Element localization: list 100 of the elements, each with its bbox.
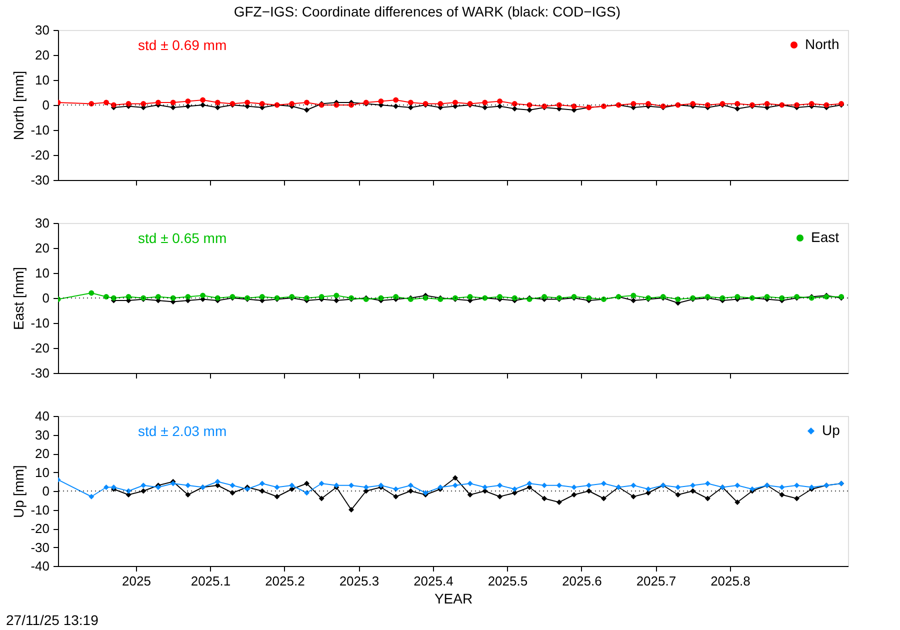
x-tick-label: 2025.2 — [265, 574, 305, 588]
point — [512, 101, 518, 106]
point — [467, 294, 473, 300]
point — [734, 294, 740, 300]
chart-title: GFZ−IGS: Coordinate differences of WARK (black: COD−IGS) — [234, 4, 621, 20]
point — [185, 294, 191, 300]
point — [230, 490, 236, 496]
point — [630, 482, 636, 488]
point — [408, 104, 414, 110]
point — [482, 104, 488, 110]
point — [170, 100, 176, 106]
y-tick-label: -20 — [30, 148, 50, 162]
point — [259, 101, 265, 106]
y-tick-label: -20 — [30, 521, 50, 536]
point — [200, 102, 206, 108]
point — [497, 294, 503, 300]
point — [408, 488, 414, 494]
point — [155, 294, 161, 300]
point — [408, 482, 414, 488]
point — [393, 97, 399, 103]
x-tick-label: 2025.6 — [562, 574, 602, 588]
point — [526, 107, 532, 113]
x-tick-label: 2025.7 — [636, 574, 676, 588]
point — [304, 490, 310, 496]
point — [646, 486, 652, 492]
y-tick-label: -20 — [30, 340, 50, 356]
point — [675, 296, 681, 302]
point — [155, 100, 161, 106]
point — [274, 484, 280, 490]
y-tick-label: 10 — [35, 464, 50, 480]
point — [512, 295, 518, 301]
annotation: std ± 2.03 mm — [138, 423, 227, 439]
y-axis-title: Up [mm] — [10, 465, 27, 518]
legend-label: Up — [822, 422, 840, 438]
y-axis-title: East [mm] — [10, 266, 27, 330]
annotation: std ± 0.69 mm — [138, 37, 227, 53]
point — [794, 496, 800, 502]
point — [140, 488, 146, 494]
point — [734, 482, 740, 488]
point — [542, 294, 548, 300]
point — [794, 482, 800, 488]
point — [318, 294, 324, 300]
point — [393, 294, 399, 300]
y-tick-label: -30 — [30, 366, 50, 380]
x-tick-label: 2025.4 — [414, 574, 454, 588]
point — [126, 294, 132, 300]
y-tick-label: -30 — [30, 540, 50, 555]
legend-label: East — [811, 229, 840, 245]
point — [497, 494, 503, 500]
point — [185, 482, 191, 488]
point — [334, 298, 340, 304]
point — [214, 478, 220, 484]
point — [600, 496, 606, 502]
point — [185, 104, 191, 109]
point — [185, 492, 191, 498]
y-tick-label: 0 — [42, 98, 50, 112]
point — [467, 480, 473, 486]
point — [304, 480, 310, 486]
point — [259, 294, 265, 300]
point — [571, 492, 577, 498]
point — [526, 484, 532, 490]
point — [408, 100, 414, 106]
x-axis-title: YEAR — [434, 590, 473, 606]
point — [704, 480, 710, 486]
point — [304, 100, 310, 106]
point — [808, 101, 814, 106]
x-tick-label: 2025.1 — [190, 574, 231, 588]
annotation: std ± 0.65 mm — [138, 230, 227, 246]
point — [304, 295, 310, 301]
point — [200, 292, 206, 298]
point — [126, 101, 132, 106]
point — [734, 500, 740, 505]
point — [764, 101, 770, 106]
y-axis-title: North [mm] — [10, 70, 27, 140]
point — [571, 104, 577, 109]
point — [393, 104, 399, 109]
point — [586, 482, 592, 488]
x-tick-label: 2025.8 — [710, 574, 750, 588]
point — [542, 482, 548, 488]
point — [88, 494, 94, 500]
point — [779, 484, 785, 490]
point — [104, 100, 109, 106]
point — [348, 102, 354, 108]
point — [452, 100, 458, 106]
legend-label: North — [805, 36, 840, 52]
point — [556, 482, 562, 488]
point — [334, 102, 340, 108]
point — [104, 484, 109, 490]
point — [214, 100, 220, 106]
point — [779, 492, 785, 498]
y-tick-label: -40 — [30, 558, 50, 574]
point — [200, 97, 206, 103]
point — [497, 104, 503, 109]
point — [512, 486, 518, 492]
point — [704, 496, 710, 502]
y-tick-label: 30 — [35, 22, 50, 38]
point — [289, 482, 295, 488]
point — [600, 480, 606, 486]
point — [170, 104, 176, 110]
y-tick-label: 20 — [35, 240, 50, 256]
